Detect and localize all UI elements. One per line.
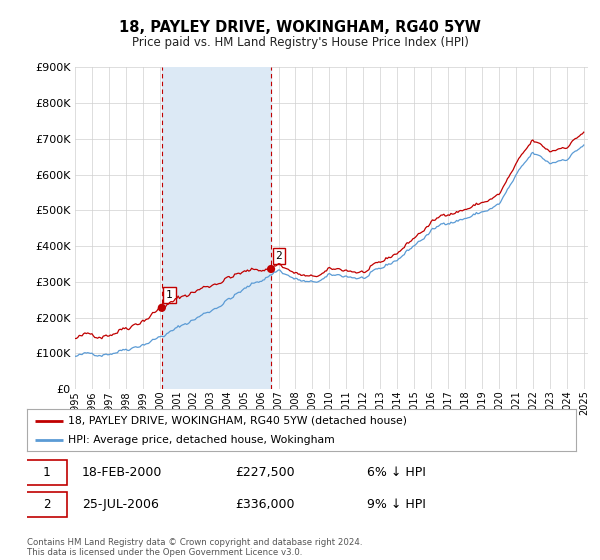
- Text: HPI: Average price, detached house, Wokingham: HPI: Average price, detached house, Woki…: [68, 435, 335, 445]
- Text: 6% ↓ HPI: 6% ↓ HPI: [367, 466, 426, 479]
- Text: 18-FEB-2000: 18-FEB-2000: [82, 466, 162, 479]
- Text: 18, PAYLEY DRIVE, WOKINGHAM, RG40 5YW (detached house): 18, PAYLEY DRIVE, WOKINGHAM, RG40 5YW (d…: [68, 416, 407, 426]
- Text: 2: 2: [43, 498, 50, 511]
- Text: Contains HM Land Registry data © Crown copyright and database right 2024.
This d: Contains HM Land Registry data © Crown c…: [27, 538, 362, 557]
- Text: 1: 1: [43, 466, 50, 479]
- Text: £336,000: £336,000: [236, 498, 295, 511]
- Text: 1: 1: [166, 290, 173, 300]
- Text: 9% ↓ HPI: 9% ↓ HPI: [367, 498, 426, 511]
- FancyBboxPatch shape: [26, 492, 67, 517]
- Text: 18, PAYLEY DRIVE, WOKINGHAM, RG40 5YW: 18, PAYLEY DRIVE, WOKINGHAM, RG40 5YW: [119, 20, 481, 35]
- Point: [157, 304, 167, 312]
- Text: £227,500: £227,500: [236, 466, 295, 479]
- FancyBboxPatch shape: [26, 460, 67, 485]
- Text: 2: 2: [275, 251, 282, 261]
- Text: Price paid vs. HM Land Registry's House Price Index (HPI): Price paid vs. HM Land Registry's House …: [131, 36, 469, 49]
- Text: 25-JUL-2006: 25-JUL-2006: [82, 498, 159, 511]
- Point: [266, 264, 276, 273]
- Bar: [162, 67, 271, 389]
